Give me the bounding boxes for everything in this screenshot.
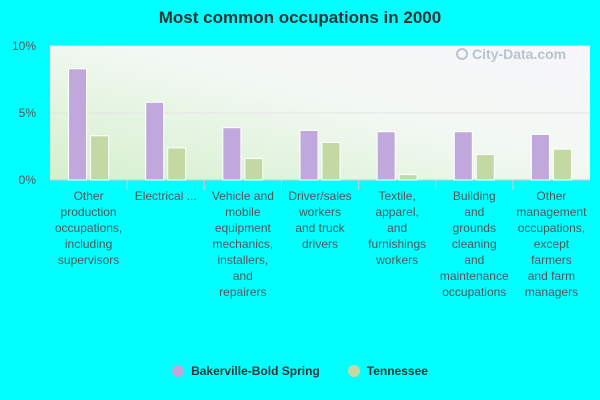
bar — [530, 133, 550, 181]
x-category-label: Textile, apparel, and furnishings workers — [368, 189, 426, 267]
bar — [167, 147, 187, 181]
bar — [68, 68, 88, 181]
bar — [453, 131, 473, 181]
legend-swatch — [347, 365, 360, 377]
watermark: City-Data.com — [456, 46, 566, 62]
legend-item: Tennessee — [347, 364, 428, 378]
chart-title: Most common occupations in 2000 — [158, 8, 442, 27]
y-tick-label: 5% — [19, 106, 37, 120]
legend-label: Bakerville-Bold Spring — [191, 364, 320, 378]
bar — [398, 174, 418, 181]
x-category-label: Other production occupations, including supe… — [55, 189, 122, 267]
x-category-label: Driver/sales workers and truck drivers — [288, 189, 351, 251]
x-category-label: Other management occupations, except farmers… — [516, 189, 587, 299]
bar — [475, 154, 495, 181]
legend-swatch — [172, 365, 185, 377]
bar — [376, 131, 396, 181]
bar — [145, 101, 165, 181]
legend: Bakerville-Bold Spring Tennessee — [0, 364, 600, 378]
y-tick-label: 0% — [19, 173, 37, 187]
bar — [222, 127, 242, 181]
watermark-text: City-Data.com — [472, 46, 567, 62]
x-category-label: Electrical ... — [135, 189, 197, 203]
bar — [552, 148, 572, 181]
y-tick-label: 10% — [12, 39, 36, 53]
x-category-label: Building and grounds cleaning and maintenance… — [440, 189, 509, 299]
bar — [244, 158, 264, 181]
x-category-label: Vehicle and mobile equipment mechanics, inst… — [212, 189, 274, 299]
legend-item: Bakerville-Bold Spring — [172, 364, 320, 378]
bar — [299, 129, 319, 181]
city-data-logo-icon — [456, 48, 468, 60]
legend-label: Tennessee — [366, 364, 428, 378]
bar — [90, 135, 110, 181]
bar — [321, 141, 341, 181]
